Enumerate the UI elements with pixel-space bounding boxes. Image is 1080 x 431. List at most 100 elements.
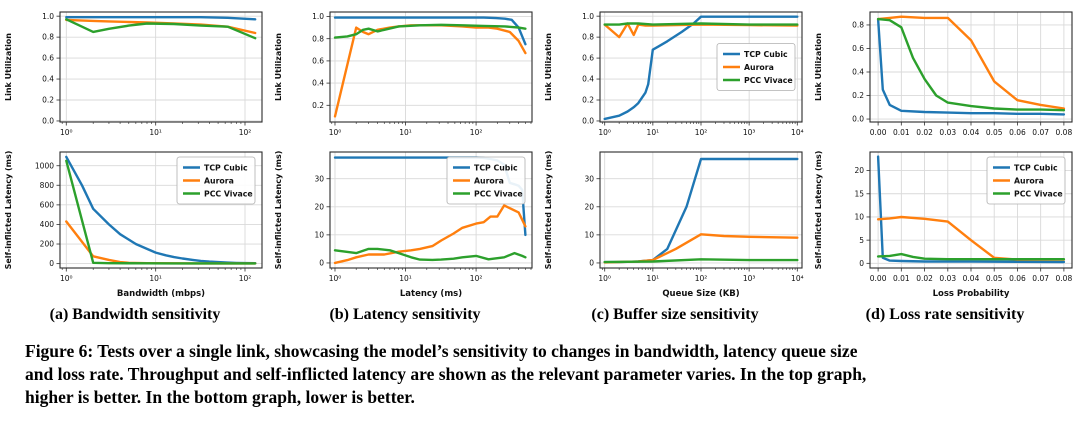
chart-latency-self-inflicted-latency: 10⁰ 10¹ 10² 0 10 20 30 Self-inflicted Latency (…	[270, 144, 540, 302]
tick-label: 10	[584, 230, 594, 239]
tick-label: 1.0	[582, 12, 594, 21]
tick-label: 400	[40, 220, 55, 229]
tick-label: 0.0	[42, 117, 54, 126]
plot-frame	[869, 151, 1073, 269]
plot-frame	[869, 11, 1073, 123]
figure-caption-line-3: higher is better. In the bottom graph, l…	[25, 387, 415, 408]
legend-label-tcp-cubic: TCP Cubic	[204, 163, 248, 172]
tick-label: 10⁰	[60, 274, 73, 283]
x-axis-label: Loss Probability	[933, 289, 1010, 299]
tick-label: 0.02	[916, 128, 933, 137]
subcaption-d: (d) Loss rate sensitivity	[865, 306, 1025, 323]
tick-label: 0.07	[1032, 128, 1049, 137]
tick-label: 10¹	[149, 274, 162, 283]
tick-label: 15	[854, 189, 864, 198]
tick-label: 1000	[35, 161, 54, 170]
legend-label-pcc-vivace: PCC Vivace	[1014, 189, 1063, 198]
tick-label: 0.08	[1056, 274, 1073, 283]
tick-label: 0	[319, 259, 324, 268]
tick-label: 10¹	[399, 128, 412, 137]
tick-label: 10⁴	[791, 274, 804, 283]
tick-label: 0.2	[312, 101, 324, 110]
tick-label: 20	[854, 166, 864, 175]
latency-link-utilization-svg: 10⁰ 10¹ 10² 0.2 0.4 0.6 0.8 1.0 Link Utilization	[274, 11, 533, 137]
tick-label: 0.03	[939, 274, 956, 283]
tick-label: 10	[854, 213, 864, 222]
tick-label: 0.2	[852, 91, 864, 100]
series-line-pcc-vivace	[65, 159, 257, 265]
tick-label: 800	[40, 181, 55, 190]
chart-buffer-size-self-inflicted-latency: 10⁰ 10¹ 10² 10³ 10⁴ 0 10 20 30 Self-inflicted Lat…	[540, 144, 810, 302]
tick-label: 0.05	[986, 274, 1003, 283]
tick-label: 1.0	[312, 12, 324, 21]
tick-label: 0.6	[852, 44, 864, 53]
tick-label: 5	[859, 236, 864, 245]
legend-label-tcp-cubic: TCP Cubic	[474, 163, 518, 172]
tick-label: 0.00	[870, 128, 887, 137]
subplot-grid: 10⁰ 10¹ 10² 0.0 0.2 0.4 0.6 0.8 1.0 Link Utilizat…	[0, 4, 1080, 324]
tick-label: 0.04	[963, 128, 980, 137]
figure-caption-line-2: and loss rate. Throughput and self-infli…	[25, 364, 867, 385]
legend-label-tcp-cubic: TCP Cubic	[1014, 163, 1058, 172]
series-line-aurora	[65, 220, 257, 265]
figure-caption-line-1: Figure 6: Tests over a single link, show…	[25, 341, 858, 361]
tick-label: 10²	[239, 128, 252, 137]
subplot-column-a: 10⁰ 10¹ 10² 0.0 0.2 0.4 0.6 0.8 1.0 Link Utilizat…	[0, 4, 270, 324]
legend-label-aurora: Aurora	[744, 63, 774, 72]
buffer-size-self-inflicted-latency-svg: 10⁰ 10¹ 10² 10³ 10⁴ 0 10 20 30 Self-inflicted Lat…	[544, 151, 804, 299]
legend: TCP Cubic Aurora PCC Vivace	[986, 156, 1066, 205]
tick-label: 0.00	[870, 274, 887, 283]
legend-label-aurora: Aurora	[1014, 176, 1044, 185]
y-axis-label: Self-inflicted Latency (ms)	[274, 151, 283, 270]
x-axis-label: Bandwidth (mbps)	[117, 289, 205, 299]
tick-label: 10³	[743, 274, 756, 283]
series-line-pcc-vivace	[333, 23, 527, 39]
subplot-column-b: 10⁰ 10¹ 10² 0.2 0.4 0.6 0.8 1.0 Link Utilization…	[270, 4, 540, 324]
tick-label: 0.6	[312, 56, 324, 65]
tick-label: 0.4	[852, 68, 864, 77]
y-axis-label: Self-inflicted Latency (ms)	[544, 151, 553, 270]
buffer-size-link-utilization-svg: 10⁰ 10¹ 10² 10³ 10⁴ 0.0 0.2 0.4 0.6 0.8 1.0 Link Ut…	[544, 11, 804, 137]
tick-label: 600	[40, 200, 55, 209]
tick-label: 0.2	[582, 96, 594, 105]
series-line-aurora	[333, 204, 527, 265]
chart-bandwidth-link-utilization: 10⁰ 10¹ 10² 0.0 0.2 0.4 0.6 0.8 1.0 Link Utilizat…	[0, 4, 270, 144]
x-axis-label: Latency (ms)	[400, 289, 462, 299]
tick-label: 0.0	[852, 115, 864, 124]
tick-label: 0.06	[1009, 128, 1026, 137]
tick-label: 30	[584, 174, 594, 183]
tick-label: 30	[314, 174, 324, 183]
tick-label: 10⁰	[598, 274, 611, 283]
legend-label-aurora: Aurora	[474, 176, 504, 185]
plot-frame	[329, 11, 533, 123]
series-line-aurora	[876, 15, 1066, 110]
tick-label: 10²	[470, 128, 483, 137]
tick-label: 0.08	[1056, 128, 1073, 137]
tick-label: 10¹	[149, 128, 162, 137]
series-line-tcp-cubic	[603, 15, 799, 121]
chart-loss-rate-link-utilization: 0.00 0.01 0.02 0.03 0.04 0.05 0.06 0.07 0.08 0.0 0…	[810, 4, 1080, 144]
y-axis-label: Link Utilization	[4, 33, 13, 101]
series-line-pcc-vivace	[333, 247, 527, 262]
tick-label: 10¹	[399, 274, 412, 283]
tick-label: 0.02	[916, 274, 933, 283]
series-line-tcp-cubic	[333, 16, 527, 46]
legend-label-pcc-vivace: PCC Vivace	[744, 76, 793, 85]
legend-label-pcc-vivace: PCC Vivace	[474, 189, 523, 198]
series-line-pcc-vivace	[876, 252, 1066, 261]
tick-label: 0.01	[893, 128, 910, 137]
legend-label-aurora: Aurora	[204, 176, 234, 185]
loss-rate-self-inflicted-latency-svg: 0.00 0.01 0.02 0.03 0.04 0.05 0.06 0.07 0.08 0 5 10…	[814, 151, 1073, 299]
tick-label: 0.04	[963, 274, 980, 283]
tick-label: 0.4	[312, 79, 324, 88]
tick-label: 0.4	[42, 75, 54, 84]
tick-label: 200	[40, 240, 55, 249]
tick-label: 0.03	[939, 128, 956, 137]
tick-label: 10⁰	[329, 128, 342, 137]
tick-label: 1.0	[42, 12, 54, 21]
tick-label: 0.05	[986, 128, 1003, 137]
tick-label: 0.0	[582, 117, 594, 126]
plot-frame	[599, 11, 803, 123]
y-axis-label: Link Utilization	[274, 33, 283, 101]
legend: TCP Cubic Aurora PCC Vivace	[446, 156, 526, 205]
